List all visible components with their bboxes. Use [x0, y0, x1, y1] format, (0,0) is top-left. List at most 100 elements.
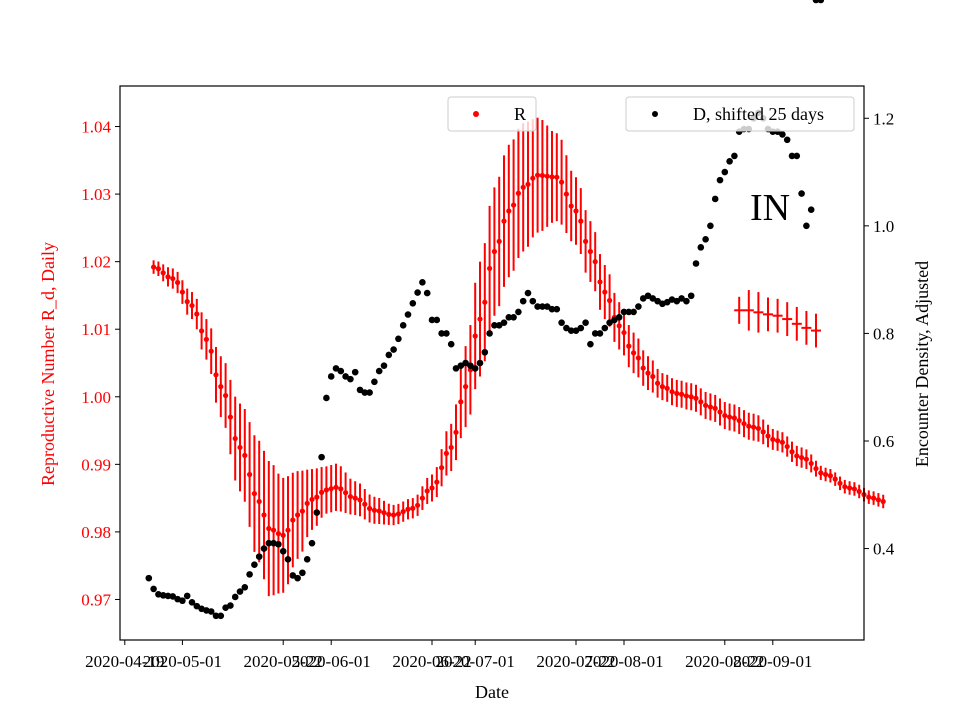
- y-axis-right-label: Encounter Density, Adjusted: [912, 261, 932, 467]
- d-point: [231, 593, 239, 601]
- r-point: [323, 487, 329, 493]
- r-point: [400, 509, 406, 515]
- r-point: [381, 510, 387, 516]
- r-point: [458, 399, 464, 405]
- d-point: [457, 362, 465, 369]
- r-point: [683, 393, 690, 399]
- d-point: [649, 295, 657, 302]
- d-point: [438, 330, 445, 337]
- y-left-tick-label: 1.00: [81, 388, 111, 407]
- r-point: [208, 348, 214, 354]
- r-point: [597, 279, 603, 285]
- series-r: [151, 172, 886, 538]
- r-point: [295, 512, 301, 518]
- r-point: [213, 372, 219, 378]
- d-point: [265, 539, 273, 547]
- d-point: [313, 509, 321, 516]
- r-point: [655, 380, 661, 386]
- r-point: [395, 511, 401, 517]
- r-point: [808, 460, 814, 467]
- d-point: [207, 608, 215, 615]
- d-point: [596, 330, 604, 337]
- d-point: [663, 298, 671, 306]
- r-point: [813, 466, 819, 472]
- r-point: [688, 394, 694, 400]
- d-point: [375, 367, 383, 375]
- r-point: [477, 316, 483, 322]
- r-point: [376, 508, 382, 514]
- r-point: [405, 506, 411, 512]
- r-point: [328, 486, 334, 492]
- d-point: [582, 319, 589, 326]
- r-point: [237, 444, 243, 451]
- r-point: [621, 329, 627, 336]
- d-point: [462, 359, 469, 367]
- d-point: [793, 152, 801, 160]
- d-point: [510, 313, 517, 321]
- x-tick-label: 2020-08-22: [685, 652, 764, 671]
- r-point: [299, 508, 305, 514]
- d-point: [683, 297, 690, 305]
- r-point: [563, 191, 570, 197]
- d-point: [404, 311, 412, 318]
- y-left-tick-label: 1.03: [81, 185, 111, 204]
- r-point: [491, 248, 497, 255]
- d-point: [390, 346, 397, 353]
- d-point: [443, 330, 450, 337]
- legend-r[interactable]: R: [447, 96, 537, 132]
- d-point: [591, 330, 599, 337]
- y-right-tick-label: 1.2: [873, 109, 894, 128]
- d-point: [803, 222, 810, 230]
- r-point: [650, 373, 656, 380]
- d-point: [601, 324, 609, 332]
- legend-d-label: D, shifted 25 days: [693, 104, 824, 124]
- d-point: [399, 322, 407, 329]
- d-point: [611, 316, 618, 324]
- d-point: [654, 297, 661, 305]
- d-point: [428, 316, 436, 324]
- r-point: [362, 501, 368, 507]
- r-point: [712, 405, 718, 411]
- r-point: [698, 399, 704, 405]
- r-point: [746, 423, 752, 429]
- d-point: [351, 368, 359, 376]
- r-point: [784, 443, 790, 450]
- x-axis-label: Date: [475, 682, 509, 702]
- y-left-tick-label: 1.02: [81, 253, 111, 272]
- d-point: [711, 195, 719, 203]
- r-point: [645, 370, 651, 376]
- r-point: [535, 172, 541, 178]
- r-point: [549, 174, 555, 180]
- r-point: [439, 465, 445, 471]
- d-point: [356, 386, 364, 394]
- r-point: [751, 424, 757, 430]
- x-tick-label: 2020-06-01: [292, 652, 371, 671]
- r-point: [275, 530, 281, 537]
- r-point: [194, 311, 200, 317]
- d-point: [639, 295, 647, 302]
- y-left-tick-label: 1.01: [81, 320, 111, 339]
- legend-d[interactable]: D, shifted 25 days: [625, 96, 855, 132]
- d-point: [366, 389, 373, 396]
- r-point: [227, 414, 233, 420]
- r-point: [842, 484, 848, 490]
- d-point: [678, 295, 685, 302]
- series-d: [145, 0, 825, 620]
- r-point: [165, 274, 171, 280]
- r-point: [367, 505, 373, 512]
- x-tick-label: 2020-05-22: [244, 652, 323, 671]
- d-point: [299, 569, 306, 577]
- r-point: [304, 500, 310, 506]
- r-point: [371, 507, 377, 513]
- r-point: [866, 494, 872, 500]
- r-point: [669, 389, 675, 395]
- r-point: [871, 495, 877, 501]
- d-point: [630, 308, 637, 316]
- d-point: [807, 206, 815, 214]
- d-point: [495, 322, 503, 329]
- r-point: [727, 414, 733, 420]
- r-point: [880, 498, 886, 505]
- r-point: [184, 299, 190, 305]
- d-point: [726, 158, 733, 165]
- r-point: [155, 266, 161, 272]
